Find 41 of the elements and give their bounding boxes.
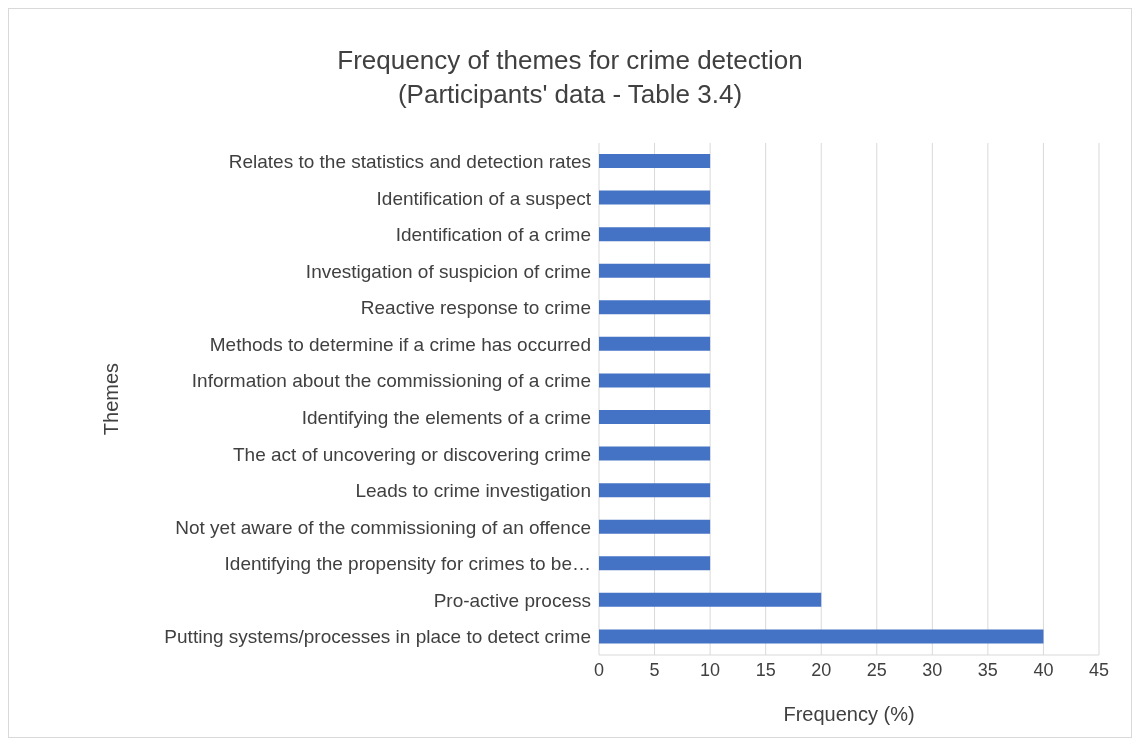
bar: [599, 519, 711, 534]
bar: [599, 154, 711, 168]
y-axis-title: Themes: [100, 362, 123, 436]
bar: [599, 556, 711, 571]
y-tick-label: Reactive response to crime: [360, 297, 591, 319]
y-tick-label: Not yet aware of the commissioning of an offence: [175, 516, 591, 538]
y-tick-label: Pro-active process: [433, 589, 591, 611]
chart-title: Frequency of themes for crime detection (Participants' data - Table 3.4): [336, 44, 804, 111]
x-tick-label: 5: [649, 659, 660, 680]
bar: [599, 410, 711, 424]
bar: [599, 629, 1044, 644]
bar: [599, 373, 711, 388]
x-tick-label: 20: [811, 659, 832, 680]
y-tick-label: Methods to determine if a crime has occurred: [209, 333, 591, 355]
y-tick-label: Putting systems/processes in place to detect crime: [164, 626, 591, 648]
bar: [599, 227, 711, 242]
x-tick-label: 15: [755, 659, 776, 680]
bar: [599, 592, 822, 607]
y-tick-label: Leads to crime investigation: [355, 480, 591, 502]
x-tick-label: 10: [700, 659, 721, 680]
y-tick-label: Identification of a crime: [395, 224, 591, 246]
bar: [599, 336, 711, 351]
bar: [599, 190, 711, 205]
x-tick-label: 35: [977, 659, 998, 680]
bar: [599, 263, 711, 278]
x-axis-title: Frequency (%): [783, 703, 915, 725]
y-tick-label: Identifying the elements of a crime: [301, 407, 591, 429]
y-tick-label: Investigation of suspicion of crime: [305, 260, 591, 282]
y-tick-label: Relates to the statistics and detection rates: [228, 151, 591, 173]
bar: [599, 483, 711, 498]
y-tick-label: Information about the commissioning of a crime: [191, 370, 591, 392]
x-tick-label: 30: [922, 659, 943, 680]
bar: [599, 446, 711, 461]
x-tick-label: 45: [1088, 659, 1110, 680]
x-tick-label: 40: [1033, 659, 1054, 680]
bar: [599, 300, 711, 315]
y-tick-label: The act of uncovering or discovering crime: [233, 443, 591, 465]
y-tick-label: Identification of a suspect: [376, 187, 592, 209]
x-tick-label: 25: [866, 659, 887, 680]
y-tick-label: Identifying the propensity for crimes to be…: [224, 553, 591, 575]
x-tick-label: 0: [593, 659, 605, 680]
